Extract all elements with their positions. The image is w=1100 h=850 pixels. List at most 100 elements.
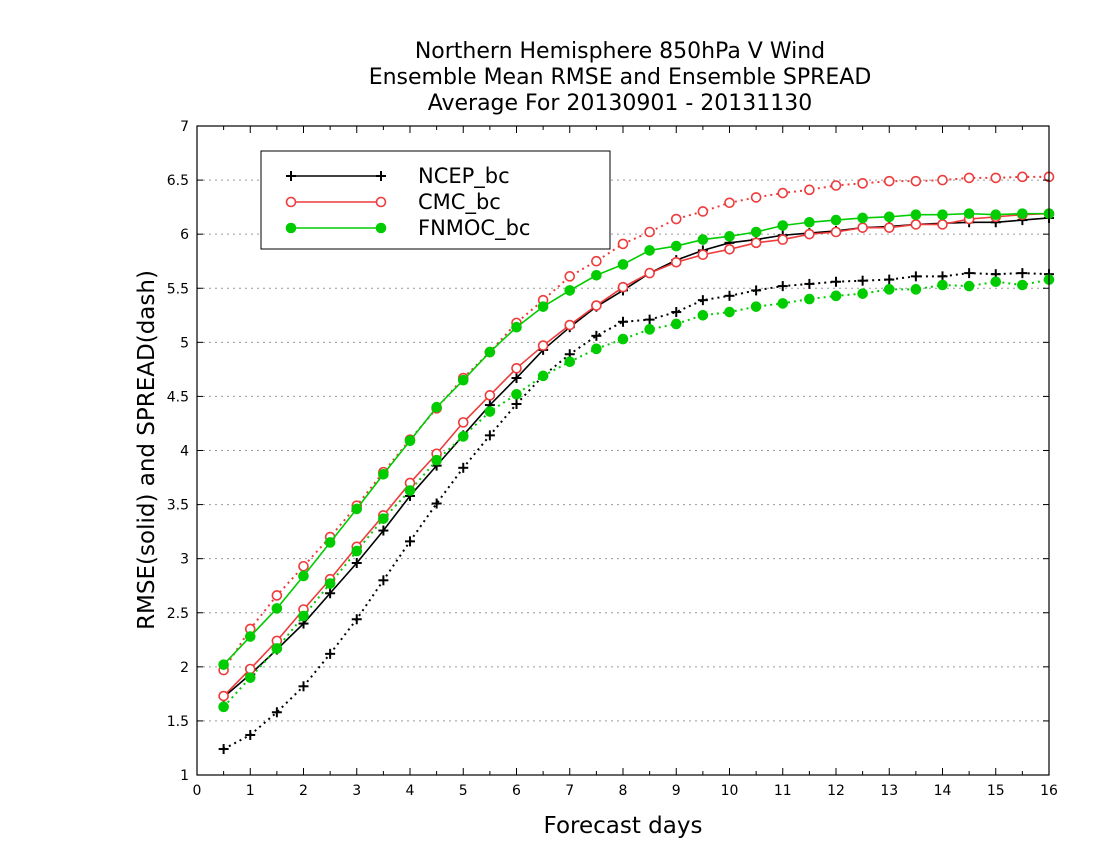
y-tick-label: 6.5: [167, 173, 189, 189]
plus-marker: [405, 536, 415, 547]
y-tick-label: 6: [180, 227, 189, 243]
filled-circle-marker: [298, 610, 309, 622]
plus-marker: [218, 744, 229, 755]
filled-circle-marker: [804, 293, 815, 305]
axes: 11.522.533.544.555.566.570 1 2 3 4 5 6 7 8 9 10 11 1…: [167, 119, 1058, 799]
plus-marker: [964, 268, 975, 279]
open-circle-marker: [804, 228, 815, 240]
open-circle-marker: [617, 281, 629, 293]
plus-marker: [325, 648, 336, 659]
filled-circle-marker: [457, 431, 469, 442]
x-tick-label: 14: [934, 783, 952, 799]
open-circle-marker: [697, 249, 709, 261]
x-tick-label: 11: [774, 783, 792, 799]
filled-circle-marker: [457, 374, 469, 386]
open-circle-marker: [591, 255, 602, 267]
filled-circle-marker: [830, 290, 842, 302]
open-circle-marker: [697, 206, 709, 217]
series-line-spread: [222, 175, 1049, 671]
open-circle-marker: [910, 219, 922, 230]
open-circle-marker: [285, 196, 297, 208]
open-circle-marker: [830, 226, 842, 238]
plus-marker: [1017, 268, 1028, 279]
filled-circle-marker: [591, 269, 602, 281]
filled-circle-marker: [937, 209, 948, 220]
series-FNMOC_bc: [218, 208, 1055, 713]
open-circle-marker: [644, 267, 655, 279]
filled-circle-marker: [990, 209, 1002, 220]
plus-marker: [671, 307, 682, 318]
filled-circle-marker: [910, 284, 922, 295]
open-circle-marker: [1017, 171, 1028, 183]
plus-marker: [378, 575, 389, 586]
filled-circle-marker: [285, 222, 297, 234]
plus-marker: [376, 171, 386, 181]
series-line-spread: [223, 272, 1050, 750]
open-circle-marker: [724, 244, 735, 255]
open-circle-marker: [564, 271, 576, 282]
title-line-1: Northern Hemisphere 850hPa V Wind: [415, 39, 825, 64]
filled-circle-marker: [511, 388, 522, 400]
plus-marker: [511, 398, 522, 409]
plus-marker: [724, 290, 735, 301]
open-circle-marker: [617, 238, 629, 250]
open-circle-marker: [537, 340, 549, 351]
x-tick-label: 10: [721, 783, 739, 799]
y-tick-label: 1: [180, 768, 189, 784]
filled-circle-marker: [244, 672, 256, 683]
open-circle-marker: [857, 222, 868, 233]
filled-circle-marker: [963, 280, 975, 292]
plus-marker: [618, 316, 628, 327]
plus-marker: [351, 557, 362, 568]
legend-label: CMC_bc: [418, 190, 501, 215]
filled-circle-marker: [857, 288, 868, 299]
legend-label: NCEP_bc: [418, 164, 510, 189]
open-circle-marker: [244, 663, 256, 675]
open-circle-marker: [484, 390, 496, 401]
open-circle-marker: [910, 175, 922, 187]
filled-circle-marker: [511, 321, 522, 333]
plus-marker: [831, 276, 841, 287]
open-circle-marker: [777, 234, 789, 245]
plus-marker: [351, 614, 362, 625]
filled-circle-marker: [351, 503, 363, 515]
filled-circle-marker: [218, 659, 229, 670]
open-circle-marker: [777, 187, 789, 199]
plus-marker: [458, 462, 469, 473]
legend-entry: CMC_bc: [285, 190, 501, 215]
y-tick-label: 5.5: [167, 281, 189, 297]
filled-circle-marker: [617, 333, 629, 345]
y-tick-label: 7: [180, 119, 189, 135]
legend-label: FNMOC_bc: [418, 216, 530, 241]
title-line-3: Average For 20130901 - 20131130: [428, 91, 813, 116]
filled-circle-marker: [244, 631, 256, 642]
filled-circle-marker: [777, 220, 789, 231]
open-circle-marker: [937, 219, 948, 230]
open-circle-marker: [511, 362, 522, 374]
x-tick-label: 3: [352, 783, 361, 799]
legend-box: [260, 150, 611, 250]
filled-circle-marker: [271, 643, 283, 654]
x-tick-label: 7: [565, 783, 574, 799]
plus-marker: [511, 373, 522, 384]
filled-circle-marker: [537, 301, 549, 312]
open-circle-marker: [375, 196, 387, 208]
x-tick-label: 5: [459, 783, 468, 799]
filled-circle-marker: [883, 211, 895, 223]
filled-circle-marker: [375, 222, 387, 234]
x-tick-label: 8: [619, 783, 628, 799]
filled-circle-marker: [724, 231, 735, 242]
y-tick-label: 3: [180, 552, 189, 568]
y-tick-label: 2.5: [167, 606, 189, 622]
open-circle-marker: [857, 178, 868, 189]
y-tick-label: 4: [180, 444, 189, 460]
series-NCEP_bc: [218, 212, 1054, 755]
open-circle-marker: [883, 222, 895, 233]
plus-marker: [591, 330, 602, 341]
open-circle-marker: [990, 172, 1002, 184]
x-tick-label: 16: [1040, 783, 1058, 799]
filled-circle-marker: [857, 212, 868, 224]
series-line-spread: [222, 278, 1050, 708]
x-tick-label: 13: [880, 783, 898, 799]
